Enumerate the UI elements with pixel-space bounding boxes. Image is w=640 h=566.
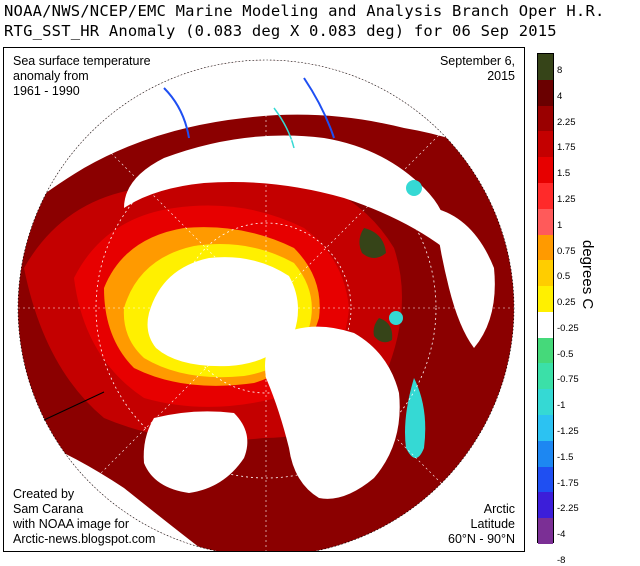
colorbar-segment (538, 415, 553, 442)
latitude-range: Arctic Latitude 60°N - 90°N (448, 502, 515, 547)
cold-anomaly-barents (406, 180, 422, 196)
annotation-line: September 6, (439, 54, 515, 68)
map-date: September 6, 2015 (440, 54, 515, 84)
annotation-line: Sam Carana (13, 502, 84, 516)
annotation-line: 2015 (487, 69, 515, 83)
annotation-line: with NOAA image for (13, 517, 130, 531)
colorbar-segment (538, 79, 553, 107)
siberia (124, 135, 447, 248)
colorbar-segment (538, 389, 553, 416)
colorbar-tick-label: 0.25 (557, 297, 576, 309)
colorbar-tick-label: -0.25 (557, 322, 579, 334)
colorbar-tick-label: -1.5 (557, 451, 574, 463)
colorbar-segment (538, 466, 553, 493)
annotation-line: 1961 - 1990 (13, 84, 80, 98)
annotation-line: Sea surface temperature (13, 54, 151, 68)
colorbar-tick-label: -2.25 (557, 503, 579, 515)
colorbar-segment (538, 311, 553, 339)
colorbar-tick-label: -8 (557, 555, 566, 566)
colorbar-segment (538, 518, 553, 545)
colorbar-segment (538, 337, 553, 364)
colorbar-unit: degrees C (579, 240, 596, 310)
scandinavia (434, 208, 495, 348)
colorbar-segment (538, 260, 553, 287)
colorbar-tick-label: 1 (557, 219, 563, 231)
colorbar-segment (538, 234, 553, 261)
colorbar-segment (538, 182, 553, 210)
arctic-map (17, 59, 515, 551)
colorbar (537, 53, 554, 545)
extreme-anomaly-barents (373, 318, 393, 343)
annotation-line: Latitude (470, 517, 515, 531)
colorbar-tick-label: 1.25 (557, 193, 576, 205)
lena-river (273, 107, 295, 149)
ob-river (303, 77, 335, 139)
map-title-line-1: NOAA/NWS/NCEP/EMC Marine Modeling and An… (4, 2, 605, 20)
canadian-archipelago (143, 411, 248, 493)
annotation-line: anomaly from (13, 69, 89, 83)
colorbar-tick-label: 1.75 (557, 142, 576, 154)
colorbar-segment (538, 131, 553, 158)
greenland (265, 326, 400, 499)
colorbar-tick-label: -0.75 (557, 374, 579, 386)
colorbar-segment (538, 157, 553, 184)
latitude-circle-80 (180, 222, 352, 394)
map-title-line-2: RTG_SST_HR Anomaly (0.083 deg X 0.083 de… (4, 22, 557, 40)
colorbar-tick-label: -0.5 (557, 348, 574, 360)
colorbar-segment (538, 363, 553, 390)
colorbar-tick-label: 4 (557, 90, 563, 102)
annotation-line: Created by (13, 487, 75, 501)
latitude-circle-70 (95, 137, 437, 479)
anomaly-description: Sea surface temperature anomaly from 196… (13, 54, 151, 99)
colorbar-segment (538, 286, 553, 313)
colorbar-segment (538, 105, 553, 132)
colorbar-tick-label: 8 (557, 65, 563, 76)
colorbar-tick-label: 0.75 (557, 245, 576, 257)
sea-ice (147, 257, 298, 367)
colorbar-tick-label: 2.25 (557, 116, 576, 128)
colorbar-tick-label: 0.5 (557, 271, 571, 283)
colorbar-segment (538, 440, 553, 468)
annotation-line: Arctic-news.blogspot.com (13, 532, 156, 546)
colorbar-segment (538, 208, 553, 236)
cold-anomaly-norwegian-sea (389, 311, 403, 325)
siberian-river (163, 87, 190, 139)
map-panel: Sea surface temperature anomaly from 196… (3, 47, 525, 552)
colorbar-segment (538, 54, 553, 81)
pointer-line (43, 391, 105, 421)
credit-text: Created by Sam Carana with NOAA image fo… (13, 487, 155, 547)
map-boundary (17, 59, 515, 551)
annotation-line: Arctic (483, 502, 515, 516)
annotation-line: 60°N - 90°N (448, 532, 515, 546)
colorbar-tick-label: 1.5 (557, 168, 571, 180)
cold-anomaly-east-greenland (405, 378, 426, 458)
extreme-anomaly-kara (359, 228, 386, 258)
colorbar-tick-label: -4 (557, 529, 566, 541)
colorbar-tick-label: -1.25 (557, 426, 579, 438)
colorbar-tick-label: -1 (557, 400, 566, 412)
colorbar-segment (538, 492, 553, 519)
colorbar-tick-label: -1.75 (557, 477, 579, 489)
